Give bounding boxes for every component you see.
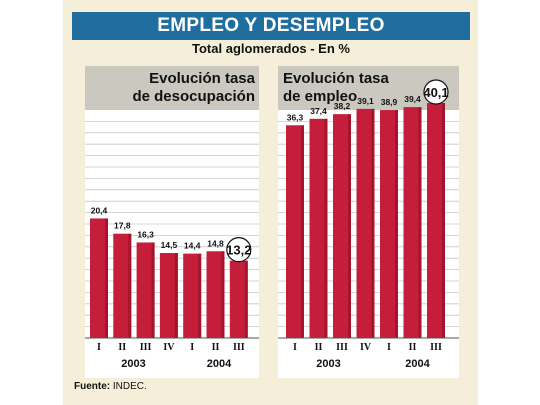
employment-value-label: 38,2 (334, 101, 351, 111)
employment-category-label: III (430, 342, 442, 353)
unemployment-bar-shade (128, 233, 132, 338)
unemployment-category-label: III (140, 342, 152, 353)
year-label-2004: 2004 (183, 356, 255, 372)
year-label-2003: 2003 (88, 356, 179, 372)
unemployment-value-label: 13,2 (226, 243, 251, 258)
employment-bar-shade (442, 103, 445, 338)
employment-bar-shade (418, 107, 422, 338)
source-value: INDEC. (112, 381, 147, 392)
unemployment-bar-group: 14,4 (183, 241, 202, 338)
infographic-subtitle: Total aglomerados - En % (192, 41, 350, 56)
employment-chart-plot: 36,3 I 37,4 II 38,2 III 39,1 IV 38,9 I 39,4 II 40,1 I… (278, 79, 459, 353)
employment-bar (333, 114, 351, 338)
unemployment-bar-shade (198, 253, 202, 338)
employment-bar-group: 39,4 (403, 94, 422, 338)
unemployment-bar-group: 20,4 (90, 205, 108, 338)
employment-chart-title-line2: de empleo (283, 88, 358, 105)
employment-category-label: I (293, 342, 297, 353)
year-label-2004: 2004 (380, 356, 455, 372)
employment-bar (309, 118, 328, 338)
employment-bar-group: 37,4 (309, 106, 328, 338)
employment-bar (403, 107, 422, 338)
unemployment-bar (159, 253, 178, 338)
unemployment-highlight-circle (226, 237, 252, 263)
unemployment-bar-group: 14,5 (159, 240, 178, 338)
employment-bar-group: 38,9 (380, 97, 398, 338)
employment-value-label: 39,1 (357, 96, 374, 106)
unemployment-category-label: I (190, 342, 194, 353)
year-label-2003: 2003 (281, 356, 376, 372)
employment-chart-title-line1: Evolución tasa (283, 70, 389, 87)
unemployment-chart-plot: 20,4 I 17,8 II 16,3 III 14,5 IV 14,4 I 14,8 II 13,2 I… (85, 121, 259, 353)
unemployment-bar-group: 13,2 (226, 237, 252, 338)
employment-category-label: IV (360, 342, 372, 353)
unemployment-bar-shade (221, 251, 225, 338)
unemployment-value-label: 14,8 (207, 238, 224, 248)
employment-bar-shade (371, 108, 375, 339)
unemployment-chart: Evolución tasa de desocupación 20,4 I 17,8… (85, 66, 259, 378)
unemployment-bar-shade (244, 260, 248, 338)
employment-bar-shade (324, 118, 328, 338)
unemployment-chart-title-line2: de desocupación (132, 88, 255, 105)
employment-chart: Evolución tasa de empleo 36,3 I 37,4 II 38,2… (278, 66, 459, 378)
unemployment-bar (229, 260, 248, 338)
unemployment-value-label: 20,4 (91, 205, 108, 215)
unemployment-category-label: IV (163, 342, 175, 353)
unemployment-category-label: II (212, 342, 220, 353)
unemployment-bar-shade (151, 242, 155, 338)
unemployment-value-label: 17,8 (114, 221, 131, 231)
unemployment-value-label: 16,3 (137, 229, 154, 239)
unemployment-category-label: III (233, 342, 245, 353)
unemployment-bar-shade (105, 218, 108, 338)
unemployment-category-label: I (97, 342, 101, 353)
employment-bar-group: 36,3 (286, 112, 304, 338)
unemployment-bar-group: 14,8 (206, 238, 225, 338)
employment-value-label: 38,9 (381, 97, 398, 107)
unemployment-value-label: 14,4 (184, 241, 201, 251)
employment-bar (380, 110, 398, 338)
unemployment-category-label: II (118, 342, 126, 353)
employment-bar-shade (348, 114, 351, 338)
unemployment-bar (206, 251, 225, 338)
employment-value-label: 40,1 (423, 85, 448, 100)
unemployment-bar (136, 242, 155, 338)
employment-highlight-circle (423, 79, 449, 105)
employment-bar-shade (301, 125, 304, 338)
employment-bar-group: 38,2 (333, 101, 351, 338)
employment-bar (427, 103, 445, 338)
employment-value-label: 37,4 (310, 106, 327, 116)
unemployment-bar (90, 218, 108, 338)
unemployment-bar (113, 233, 132, 338)
employment-value-label: 39,4 (404, 94, 421, 104)
employment-bar-group: 39,1 (356, 96, 375, 339)
unemployment-bar-shade (174, 253, 178, 338)
employment-category-label: II (409, 342, 417, 353)
employment-category-label: II (315, 342, 323, 353)
employment-bar-group: 40,1 (423, 79, 449, 338)
employment-value-label: 36,3 (287, 112, 304, 122)
unemployment-chart-title-line1: Evolución tasa (149, 70, 255, 87)
unemployment-bar-group: 17,8 (113, 221, 132, 338)
employment-bar (286, 125, 304, 338)
employment-category-label: I (387, 342, 391, 353)
source-label: Fuente: (74, 381, 111, 392)
employment-bar (356, 108, 375, 339)
employment-category-label: III (336, 342, 348, 353)
unemployment-chart-title: Evolución tasa de desocupación (85, 66, 259, 110)
employment-bar-shade (395, 110, 398, 338)
source-note: Fuente: INDEC. (74, 381, 147, 392)
infographic-title: EMPLEO Y DESEMPLEO (72, 12, 470, 40)
unemployment-bar (183, 253, 202, 338)
unemployment-bar-group: 16,3 (136, 229, 155, 338)
unemployment-value-label: 14,5 (161, 240, 178, 250)
